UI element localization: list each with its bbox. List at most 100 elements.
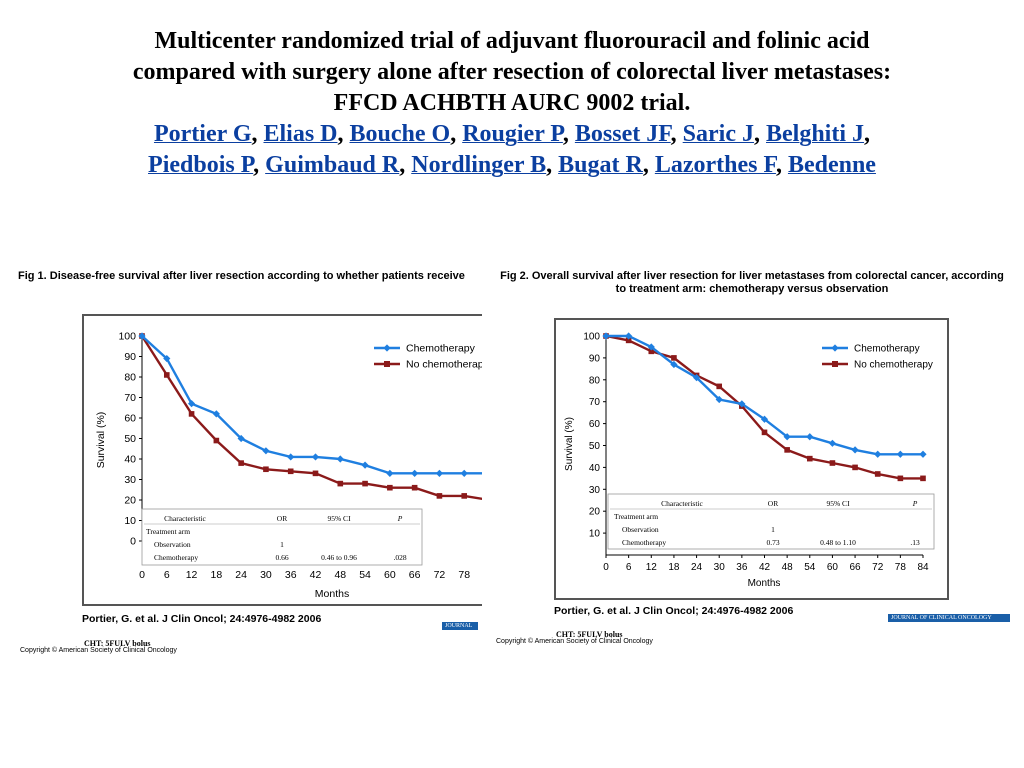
author-link[interactable]: Rougier P	[462, 121, 563, 147]
y-tick-label: 10	[124, 515, 136, 527]
y-tick-label: 50	[589, 441, 601, 452]
author-link[interactable]: Bosset JF	[574, 121, 671, 147]
data-point-no-chemotherapy	[671, 355, 677, 361]
x-tick-label: 42	[310, 569, 322, 581]
author-link[interactable]: Guimbaud R	[265, 152, 400, 178]
slide-title-line-1: Multicenter randomized trial of adjuvant…	[154, 28, 870, 54]
figure-1-journal-banner: JOURNAL	[442, 622, 478, 630]
stats-table-cell: 0.46 to 0.96	[321, 553, 357, 562]
data-point-no-chemotherapy	[806, 455, 813, 462]
y-tick-label: 80	[124, 372, 136, 384]
author-list-line-2: Piedbois P, Guimbaud R, Nordlinger B, Bu…	[0, 150, 1024, 181]
data-point-no-chemotherapy	[163, 372, 170, 378]
stats-table-cell: .028	[393, 553, 406, 562]
legend-marker	[383, 344, 391, 352]
data-point-chemotherapy	[874, 450, 882, 458]
x-tick-label: 54	[359, 569, 371, 581]
stats-table-header: OR	[277, 514, 287, 523]
x-tick-label: 54	[804, 562, 816, 573]
author-separator: ,	[251, 121, 264, 147]
x-tick-label: 78	[458, 569, 470, 581]
x-axis-title: Months	[748, 578, 781, 589]
data-point-no-chemotherapy	[263, 466, 269, 473]
data-point-no-chemotherapy	[874, 471, 881, 477]
y-tick-label: 40	[589, 463, 601, 474]
y-tick-label: 100	[583, 332, 600, 343]
author-link[interactable]: Bedenne	[787, 152, 876, 178]
legend-marker	[831, 344, 839, 352]
y-tick-label: 50	[124, 433, 136, 445]
data-point-chemotherapy	[311, 453, 320, 461]
stats-table-cell: Treatment arm	[614, 512, 658, 521]
data-point-chemotherapy	[411, 469, 419, 477]
x-tick-label: 48	[782, 562, 794, 573]
figure-1-title: Fig 1. Disease-free survival after liver…	[18, 270, 465, 282]
data-point-no-chemotherapy	[287, 468, 294, 475]
author-link[interactable]: Piedbois P	[148, 152, 254, 178]
x-tick-label: 60	[827, 562, 839, 573]
x-tick-label: 84	[917, 562, 929, 573]
x-tick-label: 72	[434, 569, 446, 581]
author-separator: ,	[450, 121, 463, 147]
x-tick-label: 36	[285, 569, 297, 581]
data-point-chemotherapy	[828, 439, 837, 447]
y-tick-label: 90	[589, 353, 601, 364]
y-tick-label: 70	[589, 397, 601, 408]
author-separator: ,	[337, 121, 350, 147]
x-tick-label: 42	[759, 562, 771, 573]
author-link[interactable]: Lazorthes F	[654, 152, 776, 178]
data-point-no-chemotherapy	[238, 460, 244, 466]
figure-2-treatment-note: CHT: 5FULV bolus	[556, 630, 623, 639]
y-axis-title: Survival (%)	[95, 412, 107, 469]
x-tick-label: 0	[603, 562, 609, 573]
data-point-no-chemotherapy	[387, 484, 393, 491]
slide-header: Multicenter randomized trial of adjuvant…	[0, 26, 1024, 181]
x-tick-label: 0	[139, 569, 145, 581]
legend-label: No chemotherapy	[406, 359, 482, 371]
stats-table-cell: 1	[771, 525, 775, 534]
legend-label: Chemotherapy	[406, 343, 476, 355]
author-link[interactable]: Belghiti J	[766, 121, 865, 147]
stats-table-cell: Observation	[154, 540, 191, 549]
stats-table-box	[607, 493, 935, 550]
x-tick-label: 18	[211, 569, 223, 581]
x-tick-label: 24	[691, 562, 703, 573]
data-point-chemotherapy	[460, 469, 468, 477]
data-point-no-chemotherapy	[411, 484, 418, 491]
y-tick-label: 60	[589, 419, 601, 430]
x-tick-label: 30	[260, 569, 272, 581]
data-point-no-chemotherapy	[188, 411, 195, 417]
data-point-chemotherapy	[361, 461, 369, 469]
y-tick-label: 20	[124, 495, 136, 507]
data-point-no-chemotherapy	[312, 470, 319, 477]
data-point-no-chemotherapy	[362, 480, 368, 487]
stats-table-header: Characteristic	[661, 499, 703, 508]
author-link[interactable]: Portier G	[153, 121, 252, 147]
stats-table-header: P	[912, 499, 918, 508]
stats-table-cell: .13	[910, 538, 920, 547]
y-tick-label: 30	[124, 474, 136, 486]
x-tick-label: 36	[736, 562, 748, 573]
y-tick-label: 40	[124, 454, 136, 466]
data-point-no-chemotherapy	[436, 493, 443, 499]
author-link[interactable]: Bouche O	[349, 121, 451, 147]
figure-1-survival-chart: 0 10 20 30 40 50 60 70 80 90 100 0 6 12 18 24 30 36 42 48 54…	[95, 331, 482, 600]
author-link[interactable]: Saric J	[682, 121, 754, 147]
y-tick-label: 30	[589, 485, 601, 496]
data-point-chemotherapy	[896, 450, 904, 458]
data-point-chemotherapy	[237, 434, 245, 443]
author-link[interactable]: Nordlinger B	[411, 152, 547, 178]
stats-table-header: Characteristic	[164, 514, 206, 523]
author-link[interactable]: Bugat R	[558, 152, 643, 178]
figure-2-journal-banner: JOURNAL OF CLINICAL ONCOLOGY	[888, 614, 1010, 622]
author-separator: ,	[546, 152, 559, 178]
y-tick-label: 0	[130, 536, 136, 548]
author-link[interactable]: Elias D	[263, 121, 338, 147]
x-tick-label: 12	[646, 562, 658, 573]
y-tick-label: 10	[589, 529, 601, 540]
x-tick-label: 24	[235, 569, 247, 581]
x-axis-title: Months	[315, 588, 349, 600]
data-point-no-chemotherapy	[852, 464, 858, 471]
data-point-chemotherapy	[919, 450, 927, 458]
author-separator: ,	[399, 152, 412, 178]
